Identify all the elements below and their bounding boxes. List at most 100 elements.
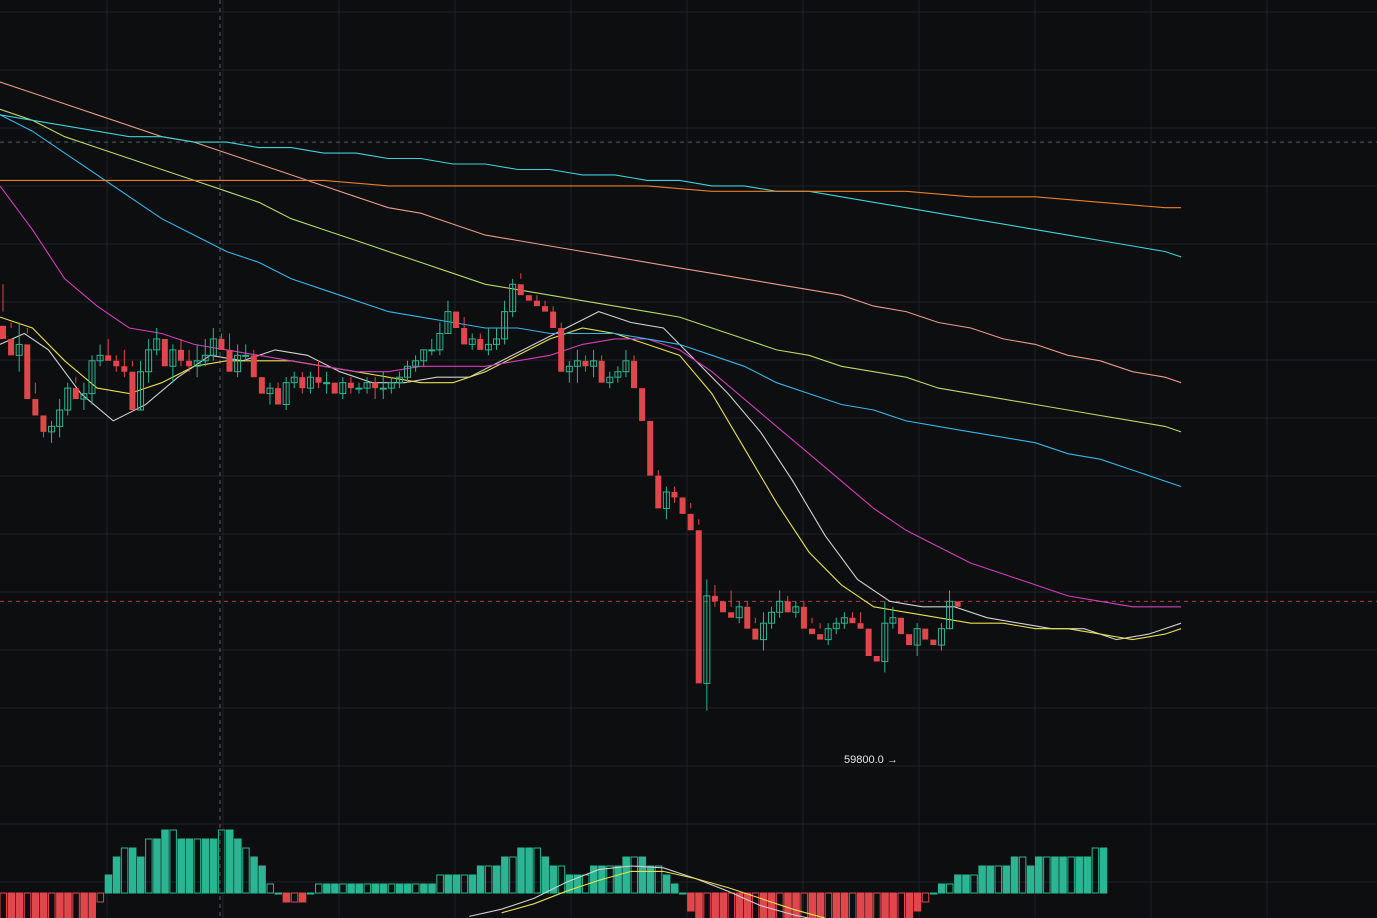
candle[interactable] <box>372 377 379 400</box>
candle[interactable] <box>88 355 96 405</box>
candle[interactable] <box>550 306 557 328</box>
candle[interactable] <box>606 371 614 389</box>
candles[interactable] <box>0 273 961 711</box>
candle[interactable] <box>897 612 904 635</box>
candle[interactable] <box>881 601 889 673</box>
candle[interactable] <box>15 322 23 372</box>
candle[interactable] <box>703 579 711 711</box>
candle[interactable] <box>889 606 897 629</box>
candle[interactable] <box>558 322 565 372</box>
candle[interactable] <box>582 355 589 372</box>
candle[interactable] <box>290 371 298 389</box>
candle[interactable] <box>865 623 872 656</box>
candle[interactable] <box>121 349 128 378</box>
candle[interactable] <box>542 300 549 312</box>
candle[interactable] <box>873 651 880 662</box>
candle[interactable] <box>24 328 31 400</box>
candle[interactable] <box>946 590 954 630</box>
candle[interactable] <box>201 338 209 367</box>
candle[interactable] <box>258 377 265 394</box>
candle[interactable] <box>72 377 79 400</box>
candle[interactable] <box>509 278 517 318</box>
candle[interactable] <box>759 612 767 651</box>
candle[interactable] <box>501 300 509 345</box>
candle[interactable] <box>744 601 751 629</box>
candle[interactable] <box>96 344 104 367</box>
candle[interactable] <box>857 612 864 629</box>
candle[interactable] <box>137 360 145 411</box>
candle[interactable] <box>0 284 6 339</box>
candle[interactable] <box>662 486 670 520</box>
candle[interactable] <box>387 377 395 394</box>
candle[interactable] <box>8 322 15 356</box>
candle[interactable] <box>817 623 824 640</box>
candle[interactable] <box>242 344 250 361</box>
candle[interactable] <box>40 415 47 438</box>
candle[interactable] <box>129 360 136 410</box>
candle[interactable] <box>105 338 112 361</box>
candle[interactable] <box>492 328 500 350</box>
candle[interactable] <box>937 623 945 651</box>
candle[interactable] <box>193 344 201 378</box>
candle[interactable] <box>64 382 72 416</box>
candle[interactable] <box>517 273 524 296</box>
candle[interactable] <box>906 629 913 646</box>
candle[interactable] <box>655 470 662 509</box>
candle[interactable] <box>395 371 403 389</box>
candle[interactable] <box>161 333 168 367</box>
candle[interactable] <box>525 290 532 301</box>
candle[interactable] <box>186 349 193 372</box>
candle[interactable] <box>315 360 322 389</box>
candle[interactable] <box>331 377 338 394</box>
candle[interactable] <box>590 349 598 378</box>
candle[interactable] <box>250 349 257 378</box>
candle[interactable] <box>299 371 306 394</box>
candle[interactable] <box>226 333 233 372</box>
candle[interactable] <box>468 333 476 350</box>
candle[interactable] <box>218 333 225 350</box>
candle[interactable] <box>484 328 492 356</box>
candle[interactable] <box>954 596 961 607</box>
candle[interactable] <box>412 355 420 372</box>
candle[interactable] <box>428 338 436 356</box>
candle[interactable] <box>671 486 678 503</box>
candle[interactable] <box>453 306 460 328</box>
candle[interactable] <box>420 349 428 367</box>
candle[interactable] <box>752 617 759 640</box>
candle[interactable] <box>533 295 540 307</box>
candle[interactable] <box>687 502 694 531</box>
candle[interactable] <box>347 377 354 394</box>
candle[interactable] <box>573 349 581 383</box>
candle[interactable] <box>56 399 64 438</box>
candle[interactable] <box>614 366 622 383</box>
candle[interactable] <box>177 338 184 367</box>
candle[interactable] <box>598 355 605 383</box>
candle[interactable] <box>622 349 630 378</box>
candle[interactable] <box>720 596 727 613</box>
candle[interactable] <box>306 371 314 394</box>
candle[interactable] <box>792 601 800 618</box>
candle[interactable] <box>832 617 840 635</box>
candle[interactable] <box>234 344 242 378</box>
candle[interactable] <box>711 584 718 607</box>
candle[interactable] <box>784 595 791 613</box>
candle[interactable] <box>355 382 363 394</box>
candle[interactable] <box>282 377 290 410</box>
candle[interactable] <box>728 590 735 618</box>
candle[interactable] <box>840 612 848 629</box>
candle[interactable] <box>824 623 832 646</box>
candle[interactable] <box>444 300 452 334</box>
candle[interactable] <box>266 382 274 405</box>
candle[interactable] <box>809 617 815 635</box>
candle[interactable] <box>113 355 120 372</box>
candle[interactable] <box>169 344 177 383</box>
candle[interactable] <box>776 590 784 618</box>
candle[interactable] <box>436 322 444 356</box>
candle[interactable] <box>849 612 856 624</box>
candle[interactable] <box>404 360 411 383</box>
candle[interactable] <box>209 328 217 361</box>
candle[interactable] <box>631 355 638 389</box>
candle[interactable] <box>80 382 88 410</box>
